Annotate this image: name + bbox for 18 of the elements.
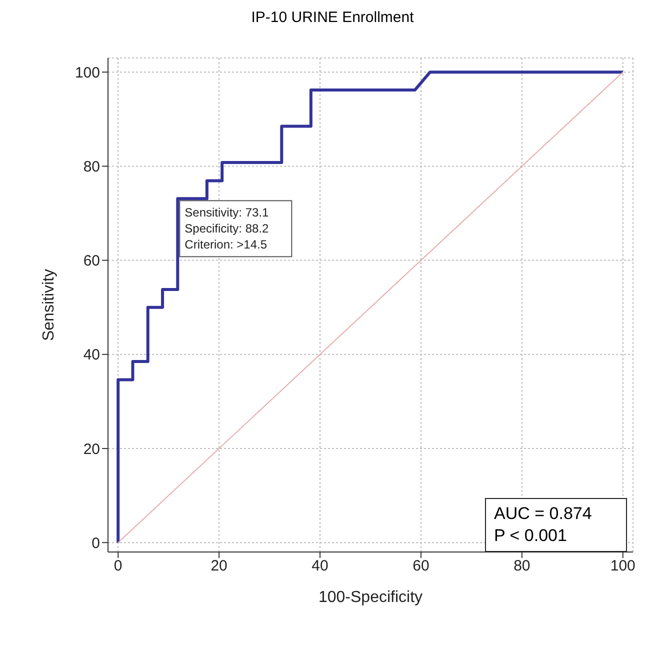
annotation: Sensitivity: 73.1 Specificity: 88.2 Criterion: >14.5 [184, 206, 270, 252]
y-tick-label: 80 [83, 158, 100, 176]
x-tick-label: 0 [114, 558, 122, 575]
x-tick-label: 20 [210, 558, 228, 575]
x-tick-label: 100 [610, 558, 636, 575]
y-tick-label: 0 [92, 534, 100, 552]
annotation: AUC = 0.874 [494, 503, 593, 525]
y-tick-label: 60 [83, 252, 100, 270]
y-tick-label: 20 [83, 440, 100, 458]
annotation: P < 0.001 [494, 525, 568, 547]
x-tick-label: 60 [412, 558, 430, 575]
x-tick-label: 40 [312, 558, 328, 575]
chart-title: IP-10 URINE Enrollment [250, 8, 415, 28]
y-tick-label: 40 [83, 346, 100, 364]
x-tick-label: 80 [514, 558, 530, 575]
y-tick-label: 100 [74, 64, 100, 82]
x-axis-title: 100-Specificity [318, 589, 423, 606]
y-axis-title: Sensitivity [40, 268, 58, 342]
